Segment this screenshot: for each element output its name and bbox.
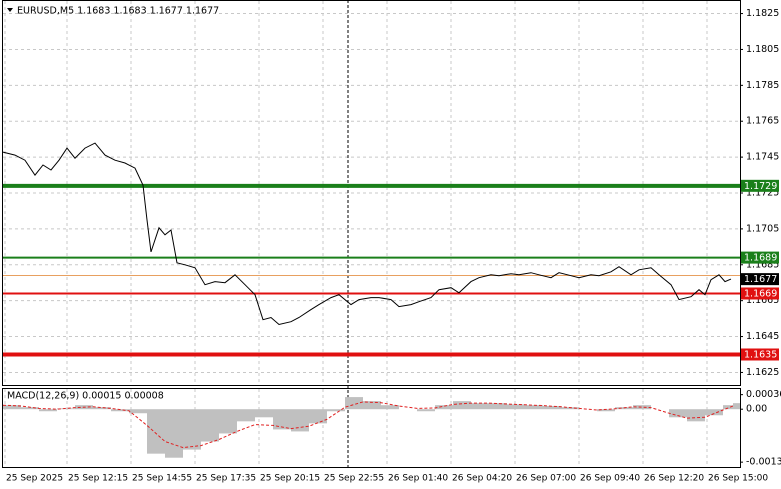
- macd-bar: [705, 409, 723, 416]
- y-tick-label: 1.1705: [746, 223, 779, 234]
- x-tick-label: 25 Sep 12:15: [68, 474, 128, 484]
- macd-bar: [471, 403, 489, 410]
- price-line: [2, 142, 732, 326]
- x-tick-label: 25 Sep 22:55: [324, 474, 384, 484]
- level-label-box: [741, 179, 779, 192]
- macd-bar: [327, 409, 345, 412]
- y-tick-label: 1.1785: [746, 80, 779, 91]
- y-tick-label: 1.1625: [746, 367, 779, 378]
- macd-bar: [111, 409, 129, 412]
- y-tick-label: 1.1685: [746, 259, 779, 270]
- macd-title: MACD(12,26,9) 0.00015 0.00008: [7, 391, 164, 402]
- macd-bar: [291, 409, 309, 432]
- macd-bar: [435, 405, 453, 410]
- macd-bar: [201, 409, 219, 442]
- macd-bar: [309, 409, 327, 424]
- macd-bar: [237, 409, 255, 422]
- x-tick-label: 25 Sep 17:35: [196, 474, 256, 484]
- y-tick-label: -0.00131: [746, 457, 781, 468]
- macd-bar: [21, 407, 39, 410]
- macd-bar: [273, 409, 291, 430]
- x-tick-label: 26 Sep 09:40: [580, 474, 640, 484]
- y-tick-label: 0.00036: [746, 389, 781, 400]
- y-tick-label: 1.1765: [746, 116, 779, 127]
- macd-bar: [417, 409, 435, 412]
- macd-bar: [723, 405, 733, 410]
- level-label: 1.1677: [744, 274, 777, 285]
- x-tick-label: 26 Sep 15:00: [708, 474, 768, 484]
- macd-bar: [93, 407, 111, 410]
- macd-bar: [147, 409, 165, 454]
- macd-bar: [597, 409, 615, 412]
- macd-bar: [57, 408, 75, 410]
- macd-bar: [543, 405, 561, 410]
- macd-bar: [129, 409, 147, 414]
- x-tick-label: 25 Sep 20:15: [260, 474, 320, 484]
- macd-bar: [165, 409, 183, 458]
- macd-bar: [219, 409, 237, 434]
- menu-icon: [7, 8, 13, 12]
- macd-bar: [453, 401, 471, 410]
- x-tick-label: 25 Sep 14:55: [132, 474, 192, 484]
- level-label: 1.1635: [744, 349, 777, 360]
- level-label: 1.1669: [744, 288, 777, 299]
- y-tick-label: 1.1745: [746, 152, 779, 163]
- macd-bar: [733, 403, 740, 410]
- x-tick-label: 25 Sep 2025: [6, 474, 63, 484]
- level-label-box: [741, 273, 779, 286]
- y-tick-label: 1.1825: [746, 8, 779, 19]
- main-frame: [2, 0, 741, 386]
- macd-bar: [3, 405, 21, 410]
- macd-bar: [363, 401, 381, 410]
- macd-bar: [345, 397, 363, 410]
- macd-bar: [633, 405, 651, 410]
- y-tick-label: 1.1805: [746, 44, 779, 55]
- macd-bar: [525, 405, 543, 410]
- level-label: 1.1689: [744, 253, 777, 264]
- macd-bar: [489, 403, 507, 410]
- signal-line: [2, 401, 734, 449]
- x-tick-label: 26 Sep 07:00: [516, 474, 576, 484]
- macd-bar: [183, 409, 201, 450]
- macd-bar: [687, 409, 705, 422]
- macd-bar: [561, 407, 579, 410]
- x-tick-label: 26 Sep 01:40: [388, 474, 448, 484]
- macd-bar: [381, 405, 399, 410]
- level-label-box: [741, 348, 779, 361]
- chart-title: EURUSD,M5 1.1683 1.1683 1.1677 1.1677: [17, 6, 219, 17]
- x-tick-label: 26 Sep 12:20: [644, 474, 704, 484]
- level-label-box: [741, 287, 779, 300]
- level-label: 1.1729: [744, 181, 777, 192]
- y-tick-label: 1.1665: [746, 295, 779, 306]
- macd-bar: [255, 409, 273, 418]
- macd-bar: [507, 404, 525, 410]
- macd-bar: [39, 409, 57, 412]
- y-tick-label: 0.00: [746, 404, 767, 415]
- y-tick-label: 1.1645: [746, 331, 779, 342]
- x-tick-label: 26 Sep 04:20: [452, 474, 512, 484]
- macd-frame: [2, 388, 741, 468]
- level-label-box: [741, 251, 779, 264]
- y-tick-label: 1.1725: [746, 188, 779, 199]
- macd-bar: [669, 409, 687, 418]
